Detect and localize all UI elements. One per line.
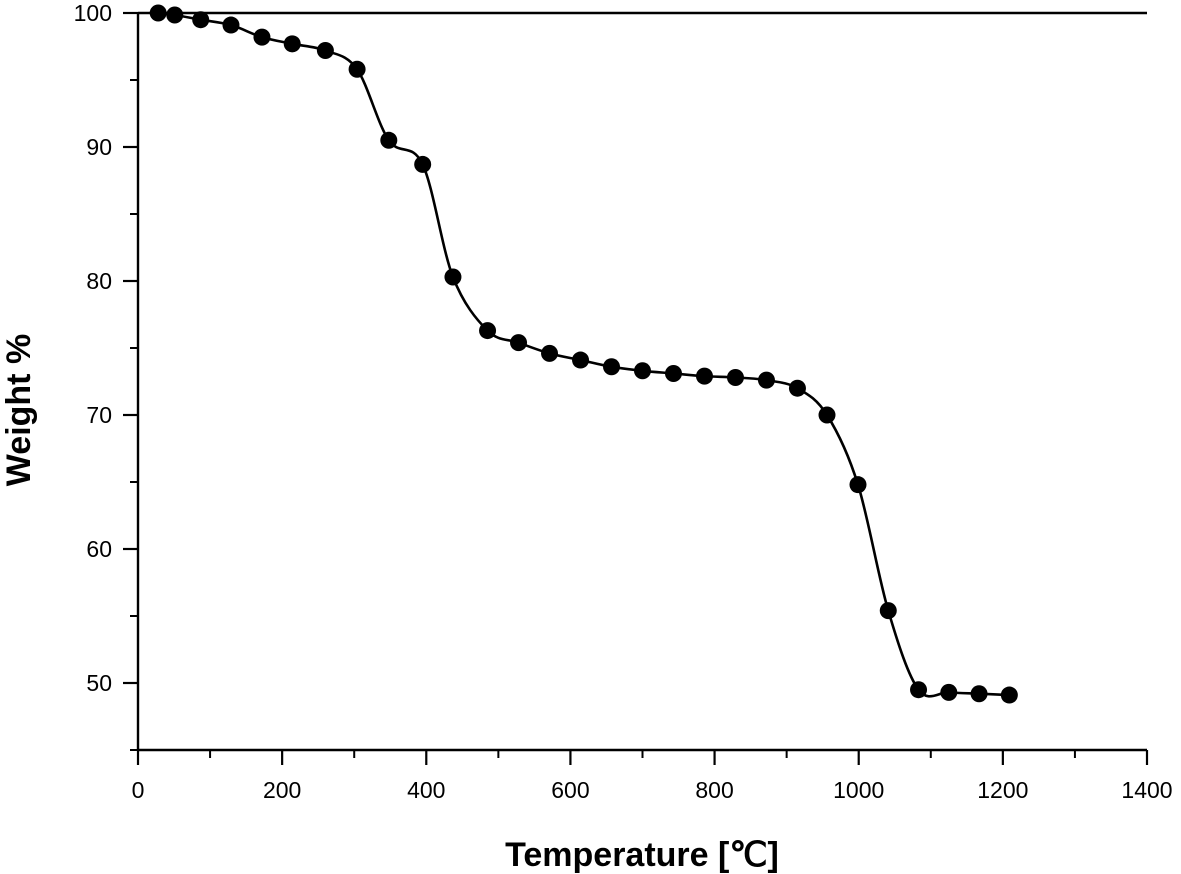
y-tick-label: 100	[74, 0, 112, 26]
y-axis-ticks: 50 60 70 80 90 100	[74, 0, 138, 751]
data-points	[149, 4, 1018, 704]
data-point	[380, 131, 398, 149]
data-point	[634, 362, 651, 380]
y-tick-label: 50	[86, 670, 112, 696]
data-point	[849, 476, 867, 494]
data-point	[603, 358, 621, 376]
data-point	[283, 35, 301, 53]
data-point	[479, 322, 497, 340]
y-tick-label: 70	[86, 402, 112, 428]
data-point	[910, 681, 928, 699]
x-axis-ticks: 0 200 400 600 800 1000 1200 1400	[132, 750, 1173, 803]
x-tick-label: 1000	[833, 777, 884, 803]
x-tick-label: 1200	[977, 777, 1028, 803]
axes	[136, 11, 1147, 752]
data-point	[414, 155, 432, 173]
data-point	[510, 334, 528, 352]
x-tick-label: 0	[132, 777, 145, 803]
data-point	[192, 11, 210, 29]
y-tick-label: 60	[86, 536, 112, 562]
x-axis-title: Temperature [℃]	[505, 836, 779, 874]
data-point	[940, 683, 958, 701]
y-tick-label: 90	[86, 134, 112, 160]
data-point	[572, 351, 590, 369]
x-tick-label: 400	[407, 777, 445, 803]
data-point	[253, 28, 271, 46]
data-point	[788, 379, 806, 397]
data-point	[166, 6, 184, 24]
x-tick-label: 1400	[1121, 777, 1172, 803]
data-point	[818, 406, 836, 424]
data-point	[757, 371, 775, 389]
data-point	[726, 368, 744, 386]
data-point	[316, 42, 334, 60]
data-point	[444, 268, 462, 286]
data-point	[348, 60, 366, 78]
data-point	[1000, 686, 1018, 704]
data-point	[149, 4, 167, 22]
data-point	[879, 602, 897, 620]
data-point	[664, 364, 682, 382]
y-tick-label: 80	[86, 268, 112, 294]
data-point	[695, 367, 713, 385]
data-point	[222, 16, 240, 34]
x-tick-label: 200	[263, 777, 301, 803]
data-point	[970, 685, 988, 703]
x-tick-label: 800	[695, 777, 733, 803]
data-point	[541, 344, 559, 362]
x-tick-label: 600	[551, 777, 589, 803]
y-axis-title: Weight %	[0, 334, 38, 486]
